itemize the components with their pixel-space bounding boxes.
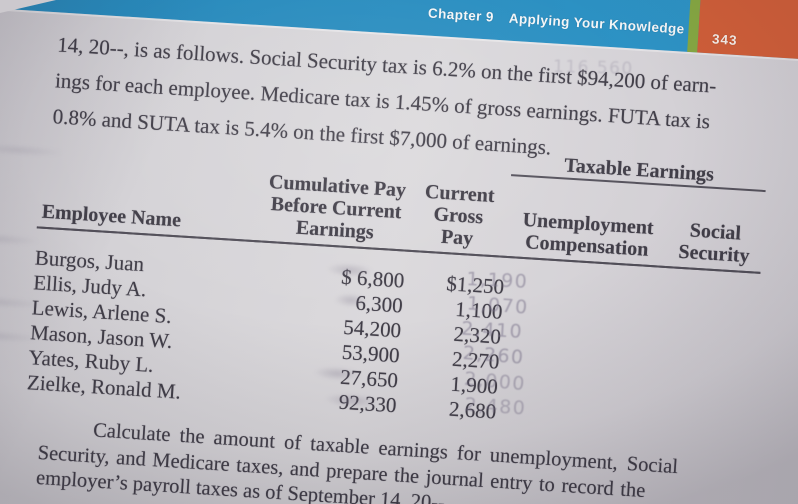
social-security-cell bbox=[663, 267, 761, 316]
page-number: 343 bbox=[711, 31, 738, 49]
page-number-tab: 343 bbox=[697, 0, 798, 65]
social-security-cell bbox=[655, 410, 751, 441]
pencil-answer: 2,480 bbox=[463, 393, 528, 420]
pencil-answer: 2,410 bbox=[460, 317, 524, 343]
column-header-current-gross-pay: Current Gross Pay bbox=[406, 168, 512, 257]
payroll-earnings-table: Taxable Earnings Employee Name Cumulativ… bbox=[26, 111, 768, 441]
chapter-label: Chapter 9 bbox=[427, 5, 495, 25]
column-header-unemployment-compensation: Unemployment Compensation bbox=[505, 175, 671, 267]
pencil-answer: 1,070 bbox=[466, 292, 530, 319]
ink-bleedthrough bbox=[0, 231, 40, 247]
column-header-social-security: Social Security bbox=[665, 185, 766, 273]
column-header-employee-name: Employee Name bbox=[36, 145, 267, 242]
column-header-cumulative-pay: Cumulative Pay Before Current Earnings bbox=[261, 159, 412, 251]
section-label: Applying Your Knowledge bbox=[508, 10, 686, 37]
pencil-margin-note: 116,560 bbox=[552, 56, 635, 80]
pencil-answer: 1,190 bbox=[465, 268, 529, 293]
